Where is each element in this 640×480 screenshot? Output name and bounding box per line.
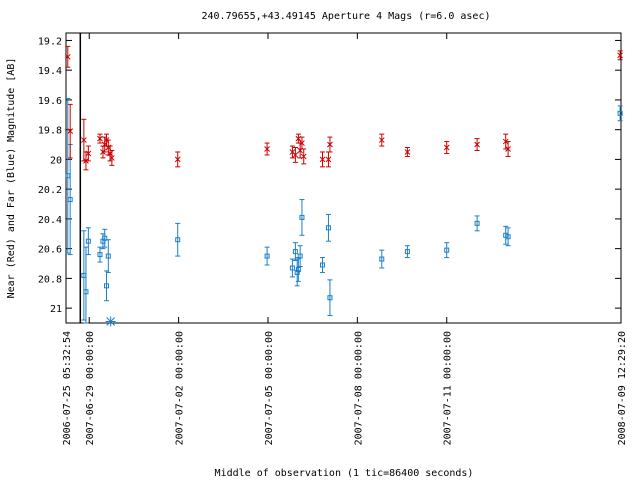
x-tick-label: 2007-07-11 00:00:00	[443, 331, 454, 445]
x-tick-label: 2007-07-08 00:00:00	[353, 331, 364, 445]
data-point	[295, 266, 301, 272]
data-point	[81, 137, 87, 143]
x-axis-label: Middle of observation (1 tic=86400 secon…	[215, 468, 474, 479]
data-point	[294, 269, 300, 275]
marker-stroke	[106, 317, 116, 326]
data-point	[83, 289, 89, 295]
data-point	[404, 149, 411, 155]
data-point	[327, 295, 333, 301]
data-point	[325, 156, 332, 163]
y-tick-label: 20.2	[38, 185, 62, 196]
x-tick-label: 2007-07-05 00:00:00	[264, 331, 275, 445]
data-point	[97, 135, 103, 142]
data-point	[474, 220, 480, 226]
data-point	[85, 150, 92, 157]
marker-stroke	[289, 149, 296, 155]
x-tick-label: 2008-07-09 12:29:20	[617, 331, 628, 445]
limit-marker	[105, 316, 116, 327]
y-axis-ticks: 19.2 19.4 19.6 19.8 20 20.2 20.4 20.6 20.8 21	[38, 36, 621, 315]
marker-stroke	[617, 52, 623, 59]
data-point	[319, 156, 326, 163]
x-axis-ticks: 2006-07-25 05:32:54 2007-06-29 00:00:00 20…	[62, 33, 628, 445]
marker-stroke	[292, 152, 299, 158]
marker-stroke	[404, 149, 411, 155]
data-point	[102, 235, 108, 241]
y-tick-label: 21	[50, 304, 62, 315]
data-point	[319, 262, 325, 268]
y-tick-label: 20.8	[38, 274, 62, 285]
x-tick-label: 2007-06-29 00:00:00	[85, 331, 96, 445]
y-tick-label: 20.4	[38, 215, 62, 226]
limit-markers	[105, 316, 116, 327]
plot-frame	[65, 32, 622, 324]
marker-stroke	[85, 150, 92, 157]
y-axis-label: Near (Red) and Far (Blue) Magnitude [AB]	[6, 58, 17, 299]
chart-title: 240.79655,+43.49145 Aperture 4 Mags (r=6…	[202, 11, 491, 22]
marker-stroke	[299, 140, 305, 146]
marker-stroke	[64, 53, 71, 60]
data-point	[292, 152, 299, 158]
data-point	[505, 146, 511, 152]
marker-stroke	[325, 156, 332, 163]
marker-stroke	[174, 156, 181, 163]
series-far	[65, 97, 623, 324]
data-point	[297, 253, 303, 259]
data-point	[105, 253, 111, 259]
data-point	[325, 225, 331, 231]
y-tick-label: 19.2	[38, 36, 62, 47]
marker-stroke	[505, 146, 511, 152]
data-point	[327, 141, 333, 148]
data-point	[175, 237, 181, 243]
data-point	[64, 53, 71, 60]
data-point	[289, 265, 295, 271]
data-point	[404, 249, 410, 255]
marker-stroke	[378, 137, 385, 143]
data-point	[444, 247, 450, 253]
data-point	[617, 52, 623, 59]
x-tick-label: 2006-07-25 05:32:54	[62, 331, 73, 445]
data-point	[378, 137, 385, 143]
data-point	[67, 197, 73, 203]
data-point	[264, 146, 270, 152]
x-tick-label: 2007-07-02 00:00:00	[175, 331, 186, 445]
data-point	[617, 110, 623, 116]
marker-stroke	[443, 144, 450, 151]
series-near	[64, 45, 623, 171]
marker-stroke	[474, 141, 480, 148]
data-point	[443, 144, 450, 151]
data-point	[264, 253, 270, 259]
marker-stroke	[109, 155, 115, 161]
data-point	[474, 141, 480, 148]
data-point	[97, 252, 103, 258]
data-point	[299, 140, 305, 146]
data-point	[67, 128, 74, 135]
data-point	[379, 256, 385, 262]
y-tick-label: 19.6	[38, 96, 62, 107]
data-point	[104, 283, 110, 289]
y-tick-label: 20	[50, 155, 62, 166]
data-point	[174, 156, 181, 163]
y-tick-label: 19.4	[38, 66, 62, 77]
marker-stroke	[67, 128, 74, 135]
y-tick-label: 19.8	[38, 126, 62, 137]
data-point	[109, 155, 115, 161]
marker-stroke	[81, 137, 87, 143]
marker-stroke	[300, 153, 307, 160]
marker-stroke	[97, 135, 103, 142]
data-point	[505, 234, 511, 240]
marker-stroke	[327, 141, 333, 148]
data-point	[85, 238, 91, 244]
data-point	[299, 214, 305, 220]
data-point	[292, 249, 298, 255]
marker-stroke	[264, 146, 270, 152]
y-tick-label: 20.6	[38, 245, 62, 256]
data-point	[300, 153, 307, 160]
marker-stroke	[319, 156, 326, 163]
